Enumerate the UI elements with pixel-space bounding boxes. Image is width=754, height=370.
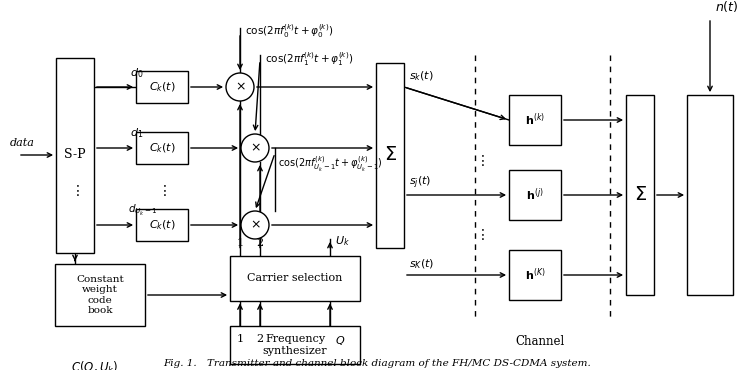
Text: $s_j(t)$: $s_j(t)$ <box>409 175 431 191</box>
Circle shape <box>226 73 254 101</box>
Text: 2: 2 <box>256 334 264 344</box>
Bar <box>136 209 188 241</box>
Text: data: data <box>10 138 35 148</box>
Text: Channel: Channel <box>516 335 565 348</box>
Text: $\Sigma$: $\Sigma$ <box>633 186 646 204</box>
Text: $\Sigma$: $\Sigma$ <box>384 146 397 164</box>
Text: $d_1$: $d_1$ <box>130 126 143 140</box>
Bar <box>687 95 733 295</box>
Bar <box>509 95 561 145</box>
Text: $s_k(t)$: $s_k(t)$ <box>409 70 434 83</box>
Text: $C_k(t)$: $C_k(t)$ <box>149 80 176 94</box>
Bar <box>55 264 145 326</box>
Text: 1: 1 <box>237 334 244 344</box>
Text: $\vdots$: $\vdots$ <box>475 228 485 242</box>
Bar <box>626 95 654 295</box>
Text: Fig. 1. Transmitter and channel block diagram of the FH/MC DS-CDMA system.: Fig. 1. Transmitter and channel block di… <box>163 359 591 368</box>
Text: $n(t)$: $n(t)$ <box>715 0 738 14</box>
Text: $d_0$: $d_0$ <box>130 66 143 80</box>
Text: 2: 2 <box>256 238 264 248</box>
Text: $\cos(2\pi f_{U_k-1}^{(k)}t+\varphi_{U_k-1}^{(k)})$: $\cos(2\pi f_{U_k-1}^{(k)}t+\varphi_{U_k… <box>278 155 383 174</box>
Text: $\times$: $\times$ <box>250 141 260 155</box>
Circle shape <box>241 134 269 162</box>
Text: $\cos(2\pi f_0^{(k)}t+\varphi_0^{(k)})$: $\cos(2\pi f_0^{(k)}t+\varphi_0^{(k)})$ <box>245 22 333 40</box>
Bar <box>376 63 404 248</box>
Text: $\mathbf{h}^{(K)}$: $\mathbf{h}^{(K)}$ <box>525 267 545 283</box>
Text: $d_{U_k-1}$: $d_{U_k-1}$ <box>128 203 158 218</box>
Text: $\times$: $\times$ <box>250 219 260 232</box>
Text: $\times$: $\times$ <box>234 81 245 94</box>
Circle shape <box>241 211 269 239</box>
Text: $\vdots$: $\vdots$ <box>475 152 485 168</box>
Bar <box>230 256 360 300</box>
Text: Constant
weight
code
book: Constant weight code book <box>76 275 124 315</box>
Text: $C_k(t)$: $C_k(t)$ <box>149 141 176 155</box>
Text: S-P: S-P <box>64 148 86 161</box>
Bar <box>136 71 188 103</box>
Text: 1: 1 <box>237 238 244 248</box>
Bar <box>56 57 94 252</box>
Text: Carrier selection: Carrier selection <box>247 273 342 283</box>
Bar <box>509 170 561 220</box>
Text: $\vdots$: $\vdots$ <box>70 182 80 198</box>
Bar <box>136 132 188 164</box>
Text: $s_K(t)$: $s_K(t)$ <box>409 258 434 271</box>
Text: $C(Q, U_k)$: $C(Q, U_k)$ <box>72 360 118 370</box>
Bar <box>230 326 360 364</box>
Text: $C_k(t)$: $C_k(t)$ <box>149 218 176 232</box>
Text: $\cos(2\pi f_1^{(k)}t+\varphi_1^{(k)})$: $\cos(2\pi f_1^{(k)}t+\varphi_1^{(k)})$ <box>265 50 354 68</box>
Text: $\vdots$: $\vdots$ <box>157 182 167 198</box>
Bar <box>509 250 561 300</box>
Text: $Q$: $Q$ <box>335 334 345 347</box>
Text: $\mathbf{h}^{(k)}$: $\mathbf{h}^{(k)}$ <box>525 112 545 128</box>
Text: $\mathbf{h}^{(j)}$: $\mathbf{h}^{(j)}$ <box>526 187 544 203</box>
Text: $U_k$: $U_k$ <box>335 234 350 248</box>
Text: Frequency
synthesizer: Frequency synthesizer <box>262 334 327 356</box>
